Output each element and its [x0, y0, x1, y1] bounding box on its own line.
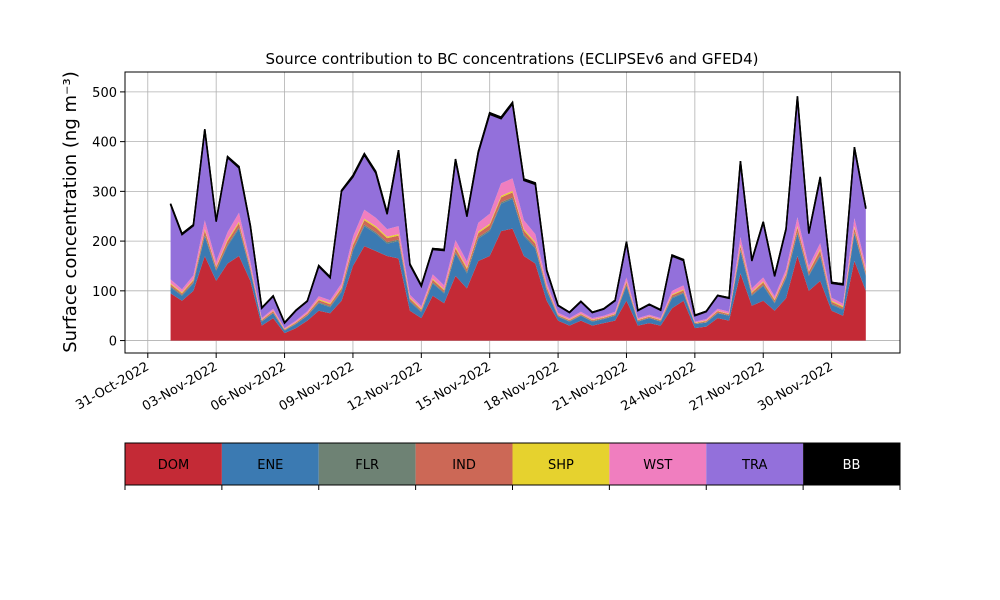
x-tick-label: 24-Nov-2022 [619, 359, 699, 414]
x-tick-label: 30-Nov-2022 [755, 359, 835, 414]
area-series-dom [170, 228, 866, 341]
y-tick-label: 0 [109, 335, 117, 350]
stacked-areas [169, 96, 867, 341]
x-tick-label: 06-Nov-2022 [208, 359, 288, 414]
x-tick-label: 21-Nov-2022 [550, 359, 630, 414]
legend-label: FLR [355, 458, 379, 473]
chart-title: Source contribution to BC concentrations… [265, 50, 758, 68]
legend-label: ENE [257, 458, 283, 473]
legend-label: WST [643, 458, 672, 473]
legend-swatch-shp [512, 443, 610, 485]
legend-colorbar: DOM ENE FLR IND SHP WST TRA BB [124, 442, 901, 490]
y-tick-label: 500 [92, 86, 117, 101]
legend-swatch-wst [609, 443, 707, 485]
legend-label: SHP [548, 458, 574, 473]
plot-frame [124, 71, 901, 354]
legend-label: BB [843, 458, 861, 473]
y-tick-label: 400 [92, 136, 117, 151]
x-tick-label: 03-Nov-2022 [140, 359, 220, 414]
legend-label: DOM [158, 458, 189, 473]
legend-label: TRA [741, 458, 767, 473]
y-axis-label: Surface concentration (ng m⁻³) [60, 71, 81, 353]
y-tick-label: 200 [92, 235, 117, 250]
legend-label: IND [452, 458, 476, 473]
y-tick-label: 300 [92, 185, 117, 200]
x-tick-label: 31-Oct-2022 [73, 359, 151, 413]
x-tick-label: 27-Nov-2022 [687, 359, 767, 414]
y-tick-label: 100 [92, 285, 117, 300]
x-tick-label: 15-Nov-2022 [413, 359, 493, 414]
area-series-wst [170, 178, 866, 330]
legend-swatch-ind [415, 443, 513, 485]
x-tick-label: 18-Nov-2022 [482, 359, 562, 414]
legend-swatch-dom [125, 443, 222, 485]
legend-swatch-tra [706, 443, 804, 485]
legend-swatch-ene [221, 443, 319, 485]
area-series-tra [170, 97, 866, 329]
x-tick-label: 09-Nov-2022 [277, 359, 357, 414]
legend-swatch-flr [318, 443, 416, 485]
area-series-ene [170, 198, 866, 334]
x-tick-label: 12-Nov-2022 [345, 359, 425, 414]
legend-swatch-bb [803, 443, 900, 485]
total-line [169, 96, 867, 325]
